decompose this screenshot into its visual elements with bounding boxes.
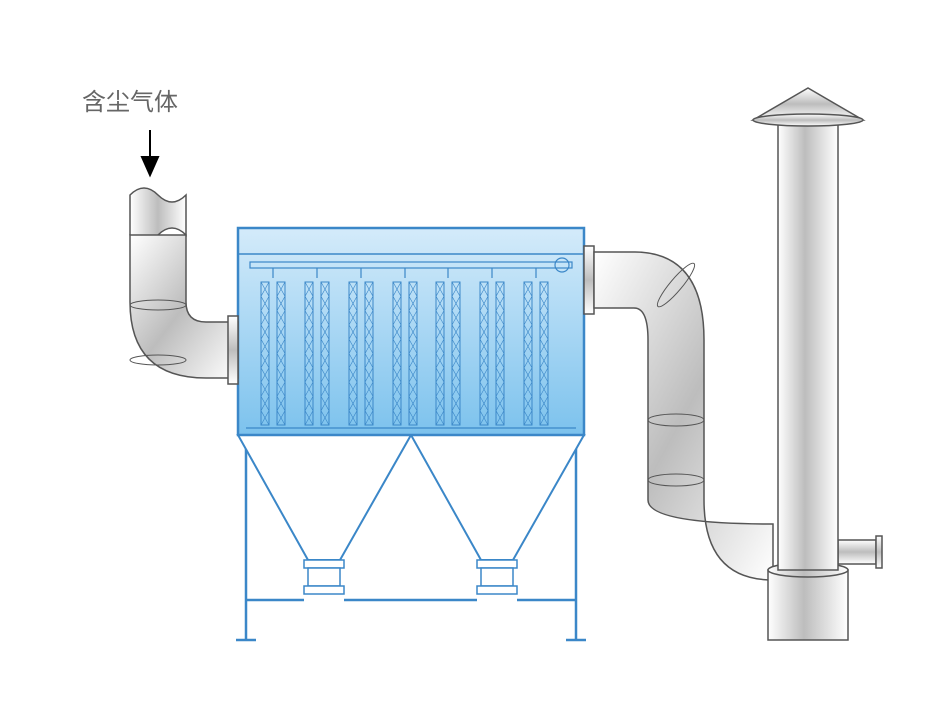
inlet-label: 含尘气体: [82, 89, 178, 116]
hoppers: [238, 435, 584, 594]
inlet-arrow-icon: [142, 130, 158, 175]
inlet-duct: [130, 188, 238, 384]
outlet-duct: [584, 246, 773, 580]
